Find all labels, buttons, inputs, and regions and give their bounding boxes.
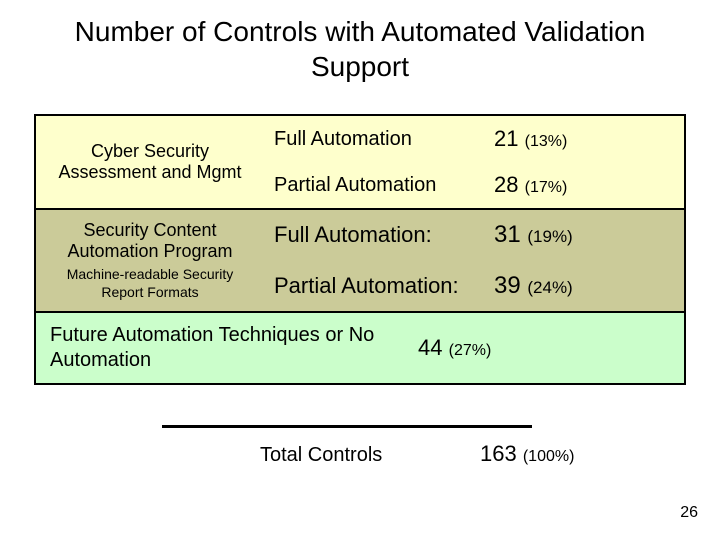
value-pct: (27%) [449, 342, 492, 359]
value-number: 39 [494, 272, 521, 299]
band2-label-col: Security Content Automation Program Mach… [36, 210, 264, 311]
totals-value: 163 (100%) [480, 441, 574, 467]
band3-value: 44 (27%) [418, 335, 491, 361]
totals-rule [162, 425, 532, 428]
value-number: 31 [494, 221, 521, 248]
band1-label: Cyber Security Assessment and Mgmt [36, 116, 264, 208]
band3-label: Future Automation Techniques or No Autom… [46, 323, 418, 373]
metric-label: Partial Automation [274, 174, 494, 197]
band2-sublabel: Machine-readable Security Report Formats [44, 266, 256, 301]
metric-value: 31 (19%) [494, 221, 573, 249]
value-pct: (100%) [523, 448, 575, 465]
value-number: 163 [480, 441, 517, 466]
controls-table: Cyber Security Assessment and Mgmt Full … [34, 114, 686, 385]
metric-label: Full Automation: [274, 222, 494, 248]
totals-label: Total Controls [260, 444, 480, 467]
value-pct: (24%) [527, 278, 572, 297]
value-pct: (13%) [525, 133, 568, 150]
value-number: 44 [418, 335, 442, 360]
value-pct: (19%) [527, 227, 572, 246]
metric-label: Full Automation [274, 128, 494, 151]
band-cyber-security: Cyber Security Assessment and Mgmt Full … [34, 114, 686, 208]
value-number: 21 [494, 126, 518, 151]
metric-value: 21 (13%) [494, 126, 567, 152]
page-number: 26 [680, 504, 698, 522]
band-future: Future Automation Techniques or No Autom… [34, 311, 686, 385]
metric-label: Partial Automation: [274, 273, 494, 299]
metric-value: 39 (24%) [494, 272, 573, 300]
slide-title: Number of Controls with Automated Valida… [0, 0, 720, 84]
totals-row: Total Controls 163 (100%) [260, 441, 574, 467]
band1-rows: Full Automation 21 (13%) Partial Automat… [264, 116, 684, 208]
value-pct: (17%) [525, 179, 568, 196]
value-number: 28 [494, 172, 518, 197]
band1-row-full: Full Automation 21 (13%) [264, 116, 684, 162]
band-scap: Security Content Automation Program Mach… [34, 208, 686, 311]
band2-label: Security Content Automation Program [44, 220, 256, 262]
band2-row-full: Full Automation: 31 (19%) [264, 210, 684, 261]
metric-value: 28 (17%) [494, 172, 567, 198]
band2-row-partial: Partial Automation: 39 (24%) [264, 261, 684, 312]
band1-row-partial: Partial Automation 28 (17%) [264, 162, 684, 208]
band2-rows: Full Automation: 31 (19%) Partial Automa… [264, 210, 684, 311]
